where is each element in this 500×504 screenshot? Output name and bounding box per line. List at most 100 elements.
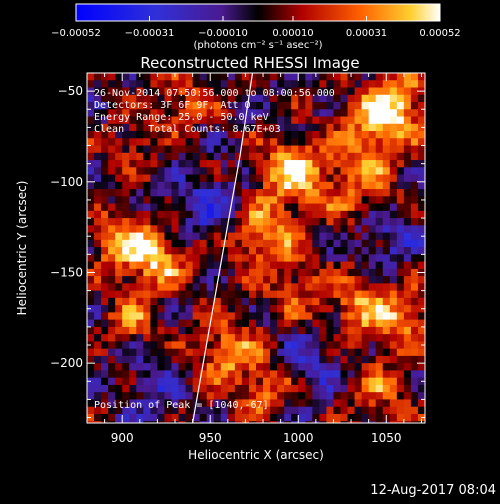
heatmap-cell xyxy=(277,392,285,400)
heatmap-cell xyxy=(164,413,172,422)
heatmap-cell xyxy=(122,268,130,277)
heatmap-cell xyxy=(354,377,363,386)
heatmap-cell xyxy=(270,355,278,364)
heatmap-cell xyxy=(143,370,151,379)
heatmap-cell xyxy=(199,210,208,219)
heatmap-cell xyxy=(312,80,320,88)
heatmap-cell xyxy=(178,261,186,270)
heatmap-cell xyxy=(291,377,299,386)
heatmap-cell xyxy=(319,370,327,379)
heatmap-cell xyxy=(291,116,299,125)
heatmap-cell xyxy=(284,189,292,197)
heatmap-cell xyxy=(347,384,355,393)
heatmap-cell xyxy=(192,123,201,132)
heatmap-cell xyxy=(263,355,271,364)
heatmap-cell xyxy=(410,210,419,219)
heatmap-cell xyxy=(319,239,327,248)
heatmap-cell xyxy=(164,421,172,423)
heatmap-cell xyxy=(199,247,208,255)
heatmap-cell xyxy=(333,152,341,161)
heatmap-cell xyxy=(178,116,186,125)
heatmap-cell xyxy=(192,210,201,219)
heatmap-cell xyxy=(284,181,292,190)
heatmap-cell xyxy=(298,399,306,408)
heatmap-cell xyxy=(185,276,194,284)
heatmap-cell xyxy=(340,283,348,292)
heatmap-cell xyxy=(396,189,405,197)
heatmap-cell xyxy=(115,312,123,321)
heatmap-cell xyxy=(185,297,194,306)
heatmap-cell xyxy=(389,413,398,422)
heatmap-cell xyxy=(368,254,377,262)
heatmap-cell xyxy=(298,247,306,255)
heatmap-cell xyxy=(206,363,215,371)
heatmap-cell xyxy=(305,413,313,422)
heatmap-cell xyxy=(248,109,257,117)
heatmap-cell xyxy=(277,94,285,103)
heatmap-cell xyxy=(213,102,222,110)
heatmap-cell xyxy=(87,406,95,415)
heatmap-cell xyxy=(150,421,158,423)
heatmap-cell xyxy=(305,392,313,400)
heatmap-cell xyxy=(94,254,102,262)
heatmap-cell xyxy=(234,73,243,81)
heatmap-cell xyxy=(368,225,377,233)
heatmap-cell xyxy=(382,232,391,241)
heatmap-cell xyxy=(136,261,144,270)
heatmap-cell xyxy=(256,181,264,190)
heatmap-cell xyxy=(87,326,95,335)
heatmap-cell xyxy=(248,80,257,88)
heatmap-cell xyxy=(101,370,109,379)
heatmap-cell xyxy=(403,421,412,423)
heatmap-cell xyxy=(263,145,271,154)
heatmap-cell xyxy=(382,181,391,190)
heatmap-cell xyxy=(312,210,320,219)
heatmap-cell xyxy=(192,392,201,400)
heatmap-cell xyxy=(298,348,306,357)
heatmap-cell xyxy=(213,232,222,241)
heatmap-cell xyxy=(312,312,320,321)
heatmap-cell xyxy=(220,341,229,350)
heatmap-cell xyxy=(256,145,264,154)
heatmap-cell xyxy=(298,276,306,284)
heatmap-cell xyxy=(143,109,151,117)
heatmap-cell xyxy=(136,290,144,299)
heatmap-cell xyxy=(340,210,348,219)
heatmap-cell xyxy=(270,87,278,96)
heatmap-cell xyxy=(375,239,384,248)
heatmap-cell xyxy=(340,109,348,117)
heatmap-cell xyxy=(270,181,278,190)
heatmap-cell xyxy=(199,305,208,313)
heatmap-cell xyxy=(410,348,419,357)
heatmap-cell xyxy=(129,283,137,292)
heatmap-cell xyxy=(108,218,116,226)
heatmap-cell xyxy=(241,370,250,379)
heatmap-cell xyxy=(326,196,334,204)
heatmap-cell xyxy=(375,276,384,284)
heatmap-cell xyxy=(333,116,341,125)
heatmap-cell xyxy=(417,94,425,103)
heatmap-cell xyxy=(277,160,285,168)
heatmap-cell xyxy=(263,73,271,81)
heatmap-cell xyxy=(241,276,250,284)
heatmap-cell xyxy=(108,102,116,110)
heatmap-cell xyxy=(396,123,405,132)
heatmap-cell xyxy=(157,87,165,96)
heatmap-cell xyxy=(129,392,137,400)
heatmap-cell xyxy=(389,355,398,364)
heatmap-cell xyxy=(347,160,355,168)
heatmap-cell xyxy=(150,283,158,292)
heatmap-cell xyxy=(94,181,102,190)
heatmap-cell xyxy=(206,218,215,226)
heatmap-cell xyxy=(340,73,348,81)
heatmap-cell xyxy=(87,261,95,270)
heatmap-cell xyxy=(347,80,355,88)
heatmap-cell xyxy=(312,348,320,357)
heatmap-cell xyxy=(178,406,186,415)
heatmap-cell xyxy=(220,232,229,241)
heatmap-cell xyxy=(270,290,278,299)
heatmap-cell xyxy=(403,392,412,400)
heatmap-cell xyxy=(368,406,377,415)
heatmap-cell xyxy=(256,392,264,400)
heatmap-cell xyxy=(122,326,130,335)
